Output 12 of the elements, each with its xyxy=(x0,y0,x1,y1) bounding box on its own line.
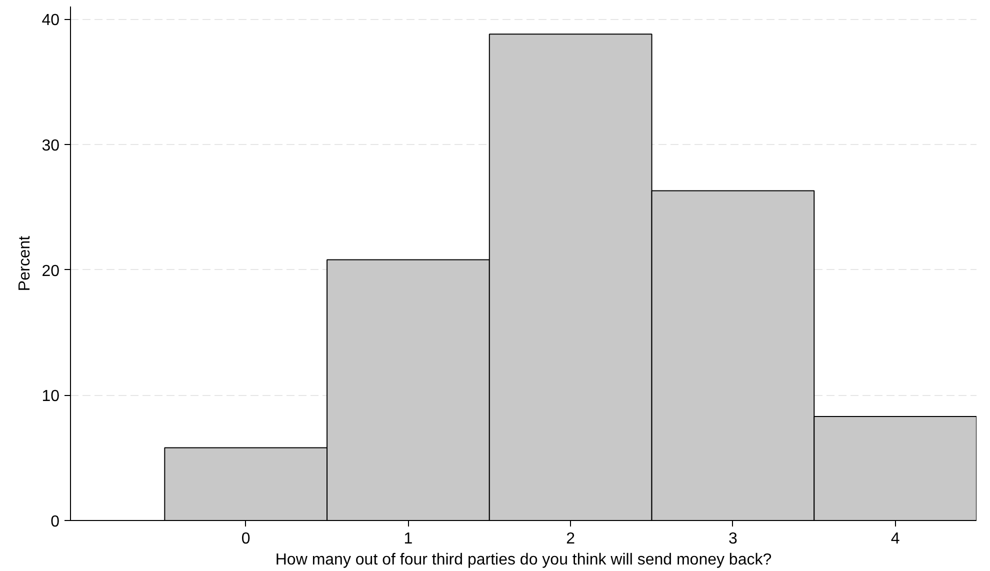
x-tick-label: 0 xyxy=(241,530,250,548)
y-tick-label: 10 xyxy=(42,388,60,406)
x-tick-label: 1 xyxy=(404,530,413,548)
y-axis-title: Percent xyxy=(16,235,34,292)
x-axis-title: How many out of four third parties do you think will send money back? xyxy=(275,552,772,568)
y-tick-label: 30 xyxy=(42,137,60,154)
x-tick-label: 4 xyxy=(890,530,900,548)
x-tick-label: 2 xyxy=(566,530,576,548)
y-tick-label: 0 xyxy=(50,514,60,530)
x-tick-label: 3 xyxy=(728,530,738,548)
y-tick-label: 20 xyxy=(42,262,60,280)
y-tick-label: 40 xyxy=(42,12,60,30)
